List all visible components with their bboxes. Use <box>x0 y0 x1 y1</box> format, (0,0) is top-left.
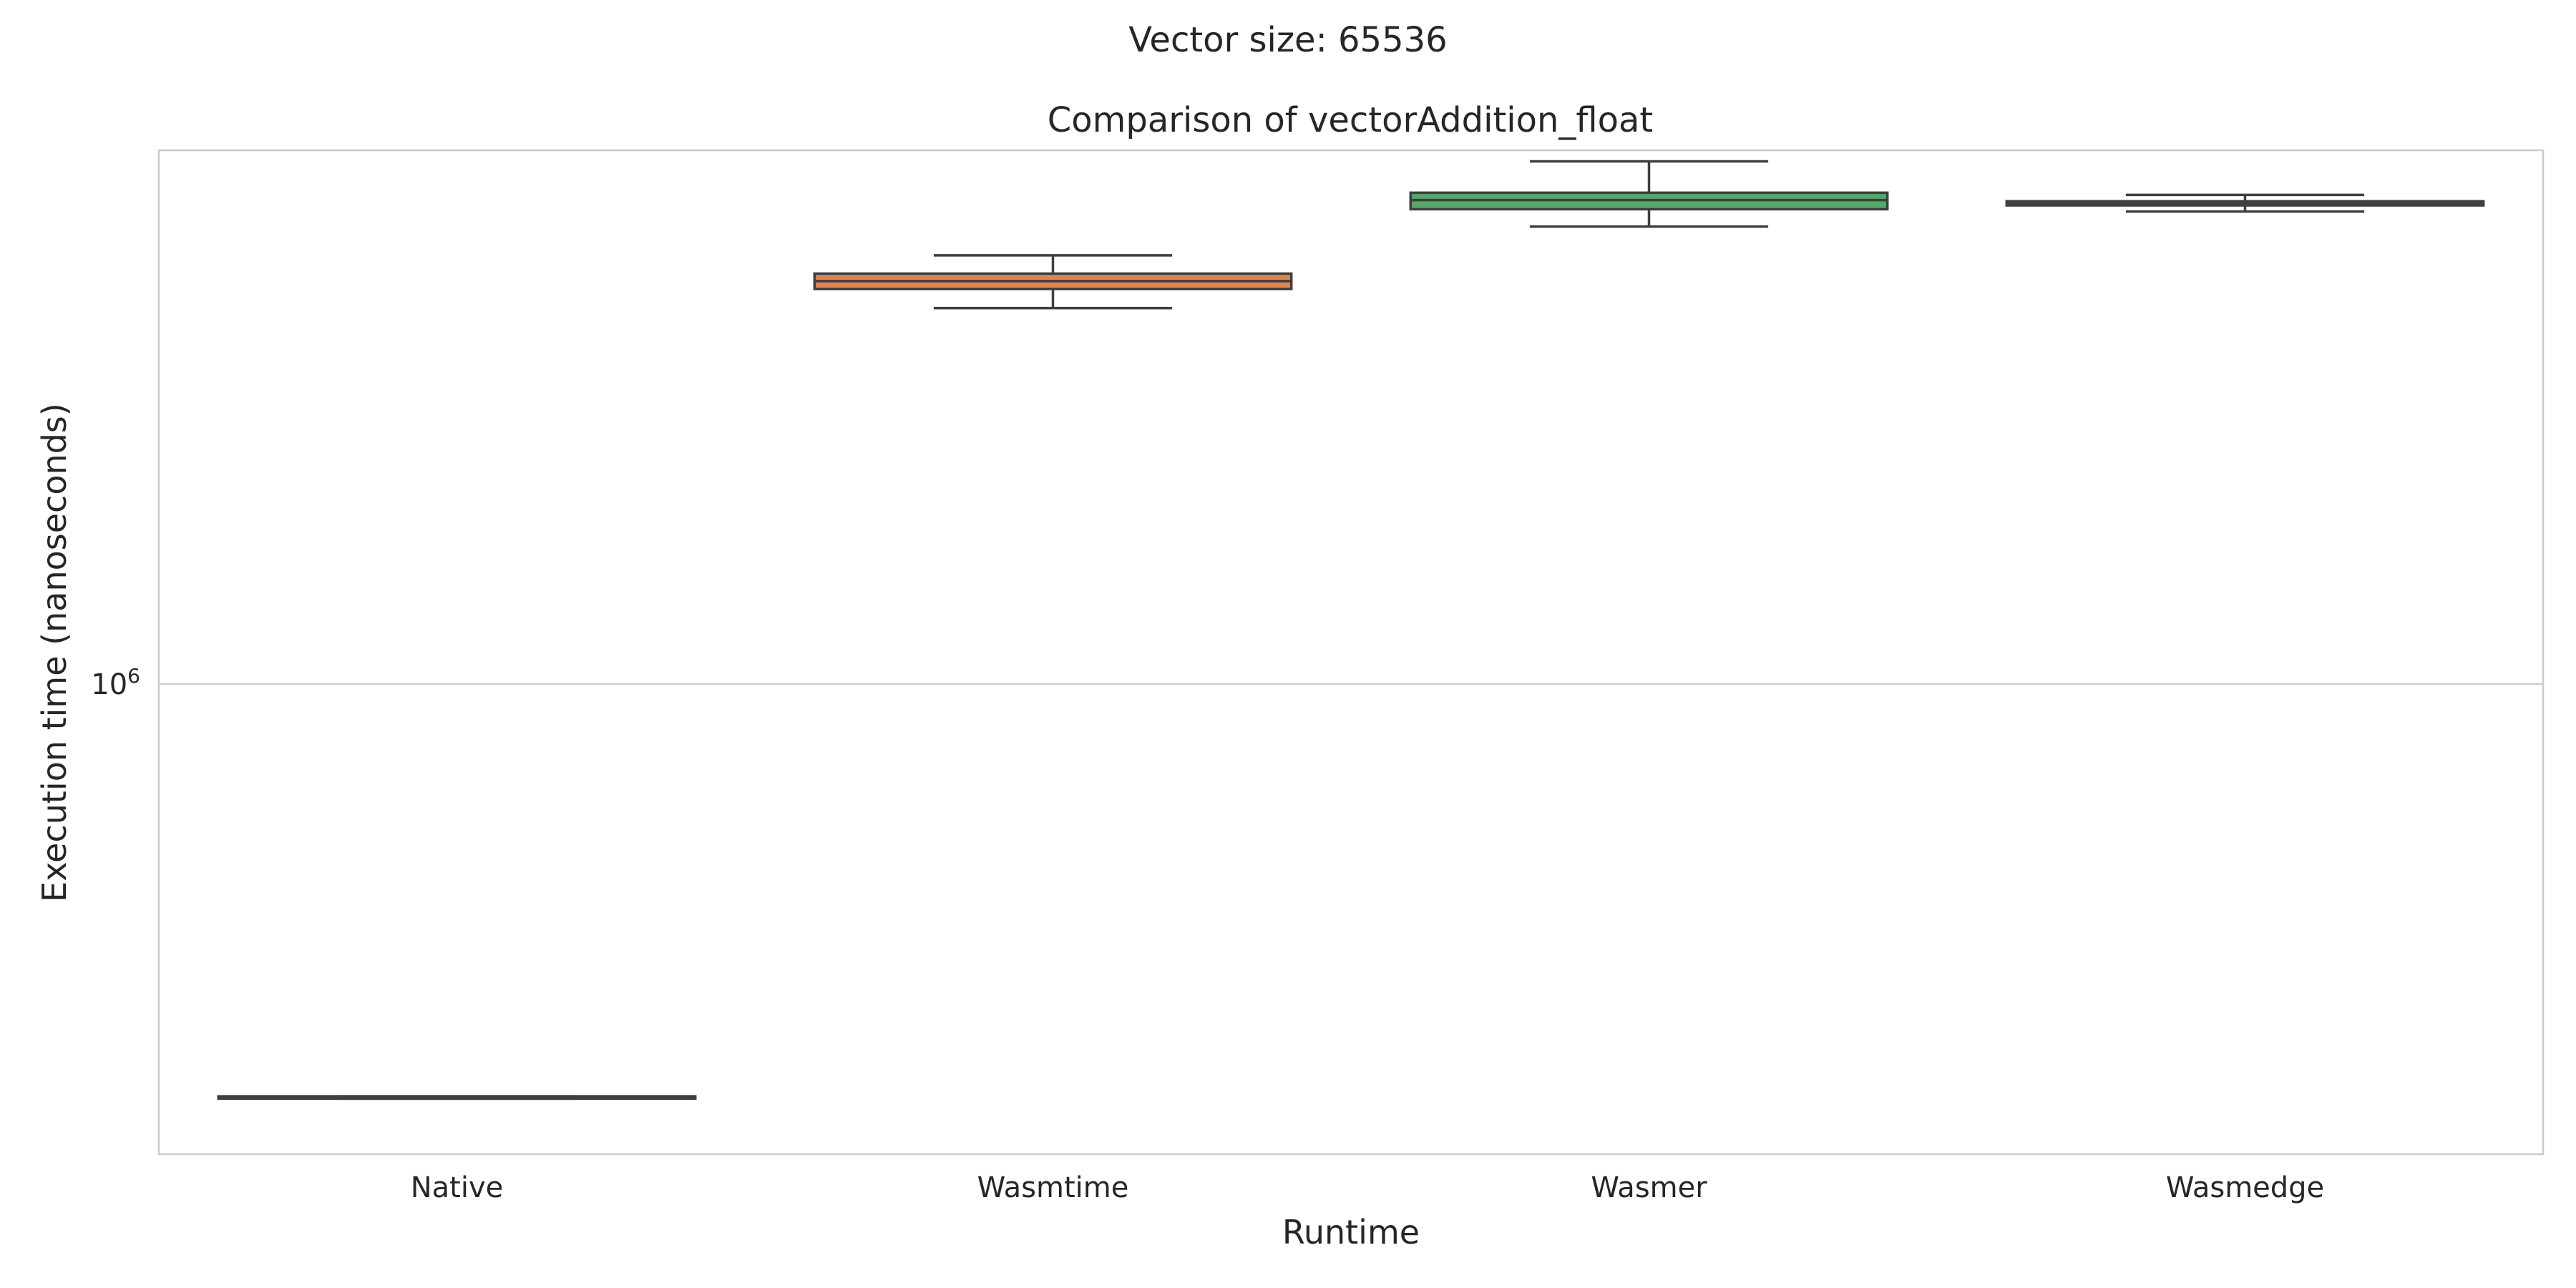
x-tick-label: Native <box>411 1171 504 1204</box>
box-wasmtime <box>813 254 1293 310</box>
x-tick-labels: Native Wasmtime Wasmer Wasmedge <box>411 1171 2324 1204</box>
box-wasmedge <box>2005 193 2485 213</box>
x-axis-label: Runtime <box>1282 1213 1420 1252</box>
y-axis-label: Execution time (nanoseconds) <box>35 403 74 902</box>
x-tick-label: Wasmedge <box>2166 1171 2324 1204</box>
x-tick-label: Wasmer <box>1591 1171 1707 1204</box>
plot-area <box>157 149 2545 1156</box>
y-tick-labels: 106 <box>91 664 140 701</box>
box-native <box>217 1095 697 1101</box>
y-tick-label: 106 <box>91 664 140 701</box>
plot-frame <box>157 149 2545 1156</box>
chart-title: Comparison of vectorAddition_float <box>1048 100 1653 140</box>
x-tick-label: Wasmtime <box>977 1171 1129 1204</box>
chart-suptitle: Vector size: 65536 <box>1128 20 1447 60</box>
box-wasmer <box>1409 160 1889 228</box>
box-series <box>217 160 2485 1101</box>
plot-background <box>159 150 2543 1154</box>
